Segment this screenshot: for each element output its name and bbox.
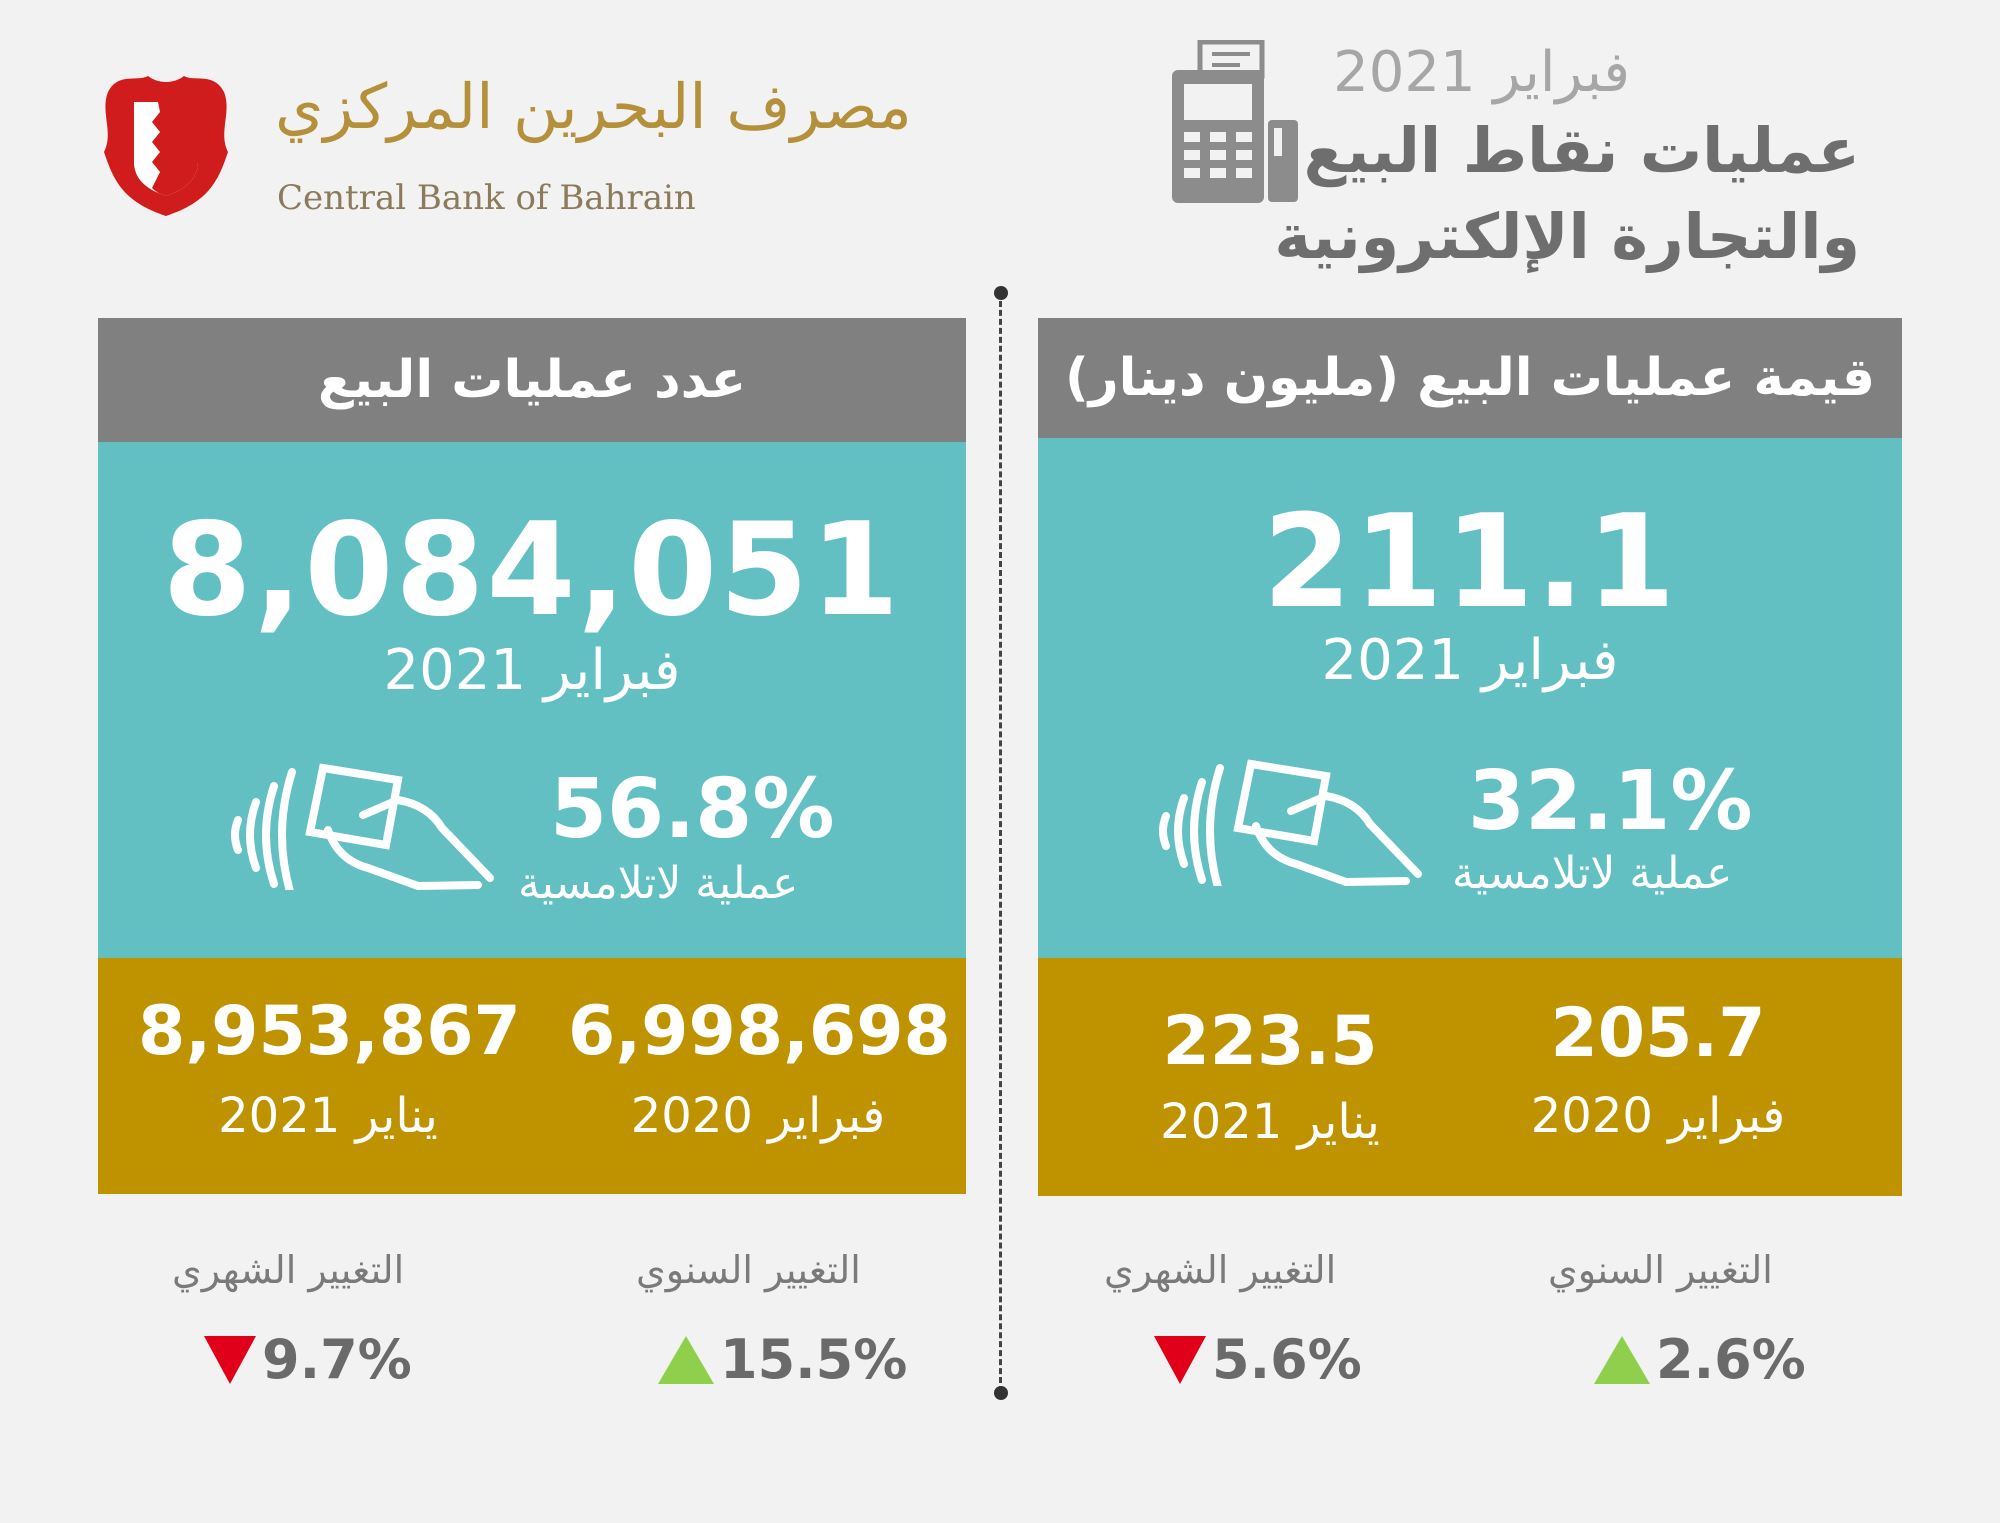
value-monthly-change-value: 5.6%	[1212, 1328, 1362, 1391]
count-panel-header: عدد عمليات البيع	[98, 318, 966, 442]
count-monthly-change-label: التغيير الشهري	[172, 1248, 405, 1292]
value-contactless-label: عملية لاتلامسية	[1452, 848, 1733, 899]
value-monthly-change: 5.6%	[1154, 1328, 1362, 1391]
value-yearly-change-label: التغيير السنوي	[1548, 1248, 1773, 1292]
value-period: فبراير 2021	[1321, 628, 1619, 693]
count-yearly-change: 15.5%	[658, 1328, 907, 1391]
count-panel: عدد عمليات البيع 8,084,051 فبراير 2021 5…	[98, 318, 966, 1194]
value-yearly-change-value: 2.6%	[1656, 1328, 1806, 1391]
count-yearly-change-value: 15.5%	[720, 1328, 908, 1391]
count-monthly-change-value: 9.7%	[262, 1328, 412, 1391]
count-contactless-pct: 56.8%	[550, 762, 835, 857]
count-period: فبراير 2021	[383, 638, 681, 703]
pos-terminal-icon	[1172, 40, 1298, 203]
count-prev-year-value: 6,998,698	[568, 992, 951, 1071]
report-title-line-1: عمليات نقاط البيع	[1303, 114, 1860, 187]
logo-arabic-text: مصرف البحرين المركزي	[275, 70, 912, 143]
value-yearly-change: 2.6%	[1594, 1328, 1806, 1391]
count-panel-main: 8,084,051 فبراير 2021 56.8% عملية لاتلام…	[98, 442, 966, 958]
count-monthly-change: 9.7%	[204, 1328, 412, 1391]
value-panel-header: قيمة عمليات البيع (مليون دينار)	[1038, 318, 1902, 438]
count-panel-comparisons: 6,998,698 فبراير 2020 8,953,867 يناير 20…	[98, 958, 966, 1194]
value-contactless-pct: 32.1%	[1468, 754, 1753, 849]
increase-arrow-icon	[1594, 1335, 1650, 1384]
value-panel: قيمة عمليات البيع (مليون دينار) 211.1 فب…	[1038, 318, 1902, 1196]
value-prev-month-value: 223.5	[1162, 1002, 1378, 1081]
report-title-line-2: والتجارة الإلكترونية	[1274, 200, 1860, 273]
report-title: عمليات نقاط البيع والتجارة الإلكترونية	[1274, 108, 1860, 280]
value-prev-year-label: فبراير 2020	[1530, 1088, 1786, 1144]
count-yearly-change-label: التغيير السنوي	[636, 1248, 861, 1292]
count-prev-month-value: 8,953,867	[138, 992, 521, 1071]
contactless-payment-icon	[1159, 759, 1422, 886]
value-panel-main: 211.1 فبراير 2021 32.1% عملية لاتلامسية	[1038, 438, 1902, 958]
count-panel-title: عدد عمليات البيع	[317, 350, 747, 410]
value-prev-month-label: يناير 2021	[1160, 1094, 1380, 1150]
report-date: فبراير 2021	[1333, 40, 1630, 105]
contactless-payment-icon	[231, 763, 494, 890]
count-prev-month-label: يناير 2021	[218, 1088, 438, 1144]
logo-english-text: Central Bank of Bahrain	[277, 178, 696, 218]
bahrain-emblem-icon	[104, 76, 228, 216]
decrease-arrow-icon	[204, 1335, 256, 1384]
value-amount: 211.1	[1262, 488, 1678, 637]
count-value: 8,084,051	[162, 496, 902, 645]
value-panel-comparisons: 205.7 فبراير 2020 223.5 يناير 2021	[1038, 958, 1902, 1196]
value-monthly-change-label: التغيير الشهري	[1104, 1248, 1337, 1292]
divider-dot-bottom	[994, 1386, 1008, 1400]
value-panel-title: قيمة عمليات البيع (مليون دينار)	[1064, 348, 1876, 408]
increase-arrow-icon	[658, 1335, 714, 1384]
decrease-arrow-icon	[1154, 1335, 1206, 1384]
center-divider	[999, 292, 1003, 1392]
divider-dot-top	[994, 286, 1008, 300]
value-prev-year-value: 205.7	[1550, 994, 1766, 1073]
count-prev-year-label: فبراير 2020	[630, 1088, 886, 1144]
count-contactless-label: عملية لاتلامسية	[518, 858, 799, 909]
